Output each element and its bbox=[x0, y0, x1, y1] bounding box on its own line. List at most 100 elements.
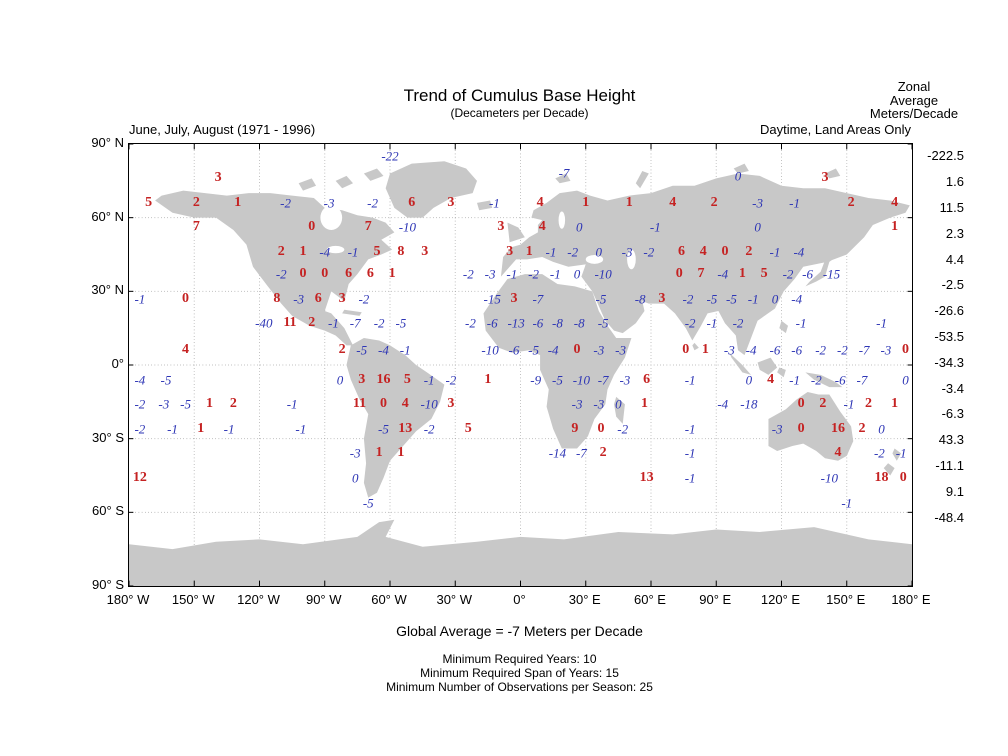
map-data-value: -8 bbox=[634, 291, 646, 307]
zonal-label-line-2: Average bbox=[889, 92, 939, 108]
map-data-value: 0 bbox=[321, 266, 329, 282]
map-data-value: -1 bbox=[545, 244, 557, 260]
map-data-value: -6 bbox=[834, 372, 846, 388]
map-data-value: -1 bbox=[895, 445, 907, 461]
map-data-value: 3 bbox=[358, 371, 366, 387]
x-axis-tick-label: 180° W bbox=[106, 592, 150, 607]
map-data-value: 0 bbox=[573, 266, 581, 282]
map-data-value: -5 bbox=[180, 396, 191, 412]
map-data-value: -10 bbox=[481, 342, 499, 358]
map-data-value: -7 bbox=[856, 372, 868, 388]
map-data-value: -6 bbox=[486, 315, 498, 331]
map-data-value: 6 bbox=[366, 266, 374, 282]
map-data-value: -2 bbox=[873, 445, 885, 461]
map-data-value: 1 bbox=[582, 194, 590, 210]
map-data-value: -2 bbox=[423, 421, 435, 437]
map-data-value: -4 bbox=[319, 244, 331, 260]
map-data-value: -1 bbox=[488, 195, 500, 211]
map-data-value: -4 bbox=[134, 372, 146, 388]
y-axis-tick-label: 30° N bbox=[91, 282, 124, 298]
map-data-value: 1 bbox=[388, 266, 396, 282]
map-data-value: 1 bbox=[525, 244, 533, 260]
map-data-value: 7 bbox=[697, 266, 705, 282]
scope-caption: Daytime, Land Areas Only bbox=[759, 122, 911, 137]
map-data-value: 4 bbox=[891, 194, 899, 210]
map-data-value: -3 bbox=[619, 372, 631, 388]
zonal-average-value: -11.1 bbox=[935, 458, 964, 473]
map-data-value: 2 bbox=[229, 396, 237, 412]
map-data-value: 4 bbox=[767, 371, 775, 387]
x-axis-tick-label: 0° bbox=[513, 592, 526, 607]
x-axis-tick-label: 150° E bbox=[826, 592, 866, 607]
map-data-value: -7 bbox=[558, 165, 570, 181]
y-axis-tick-label: 0° bbox=[111, 356, 124, 371]
map-data-value: -2 bbox=[134, 421, 146, 437]
map-data-value: -1 bbox=[167, 421, 178, 437]
map-data-value: -5 bbox=[378, 421, 389, 437]
map-data-value: 12 bbox=[132, 469, 147, 485]
x-axis-tick-label: 30° E bbox=[568, 592, 601, 607]
map-data-value: -1 bbox=[399, 342, 411, 358]
map-data-value: 3 bbox=[338, 290, 346, 306]
map-data-value: -1 bbox=[843, 396, 855, 412]
map-data-value: -4 bbox=[791, 291, 803, 307]
footer-note-3: Minimum Number of Observations per Seaso… bbox=[386, 680, 653, 694]
map-data-value: 1 bbox=[197, 420, 205, 436]
map-data-value: -1 bbox=[134, 291, 146, 307]
map-data-value: -2 bbox=[465, 315, 476, 331]
map-data-value: 2 bbox=[745, 244, 753, 260]
map-data-value: -13 bbox=[507, 315, 525, 331]
zonal-average-value: -34.3 bbox=[934, 354, 964, 370]
map-data-value: -2 bbox=[836, 342, 848, 358]
zonal-average-value: -53.5 bbox=[934, 329, 964, 344]
map-data-value: -1 bbox=[684, 470, 696, 486]
map-data-value: 0 bbox=[901, 342, 909, 358]
zonal-average-value: -26.6 bbox=[934, 303, 964, 319]
map-data-value: -4 bbox=[717, 396, 729, 412]
x-axis-tick-label: 180° E bbox=[891, 592, 931, 607]
map-data-value: 1 bbox=[625, 194, 633, 210]
map-data-value: -3 bbox=[723, 342, 735, 358]
map-data-value: 2 bbox=[308, 315, 316, 331]
y-axis-tick-label: 90° N bbox=[91, 135, 124, 150]
x-axis-tick-label: 150° W bbox=[171, 592, 215, 607]
map-data-value: 4 bbox=[401, 396, 409, 412]
y-axis-tick-label: 60° N bbox=[91, 208, 124, 224]
map-data-value: -5 bbox=[706, 291, 718, 307]
map-data-value: -3 bbox=[484, 266, 496, 282]
world-map bbox=[129, 144, 912, 586]
y-axis-tick-label: 30° S bbox=[92, 429, 124, 445]
x-axis-tick-label: 120° E bbox=[760, 592, 801, 607]
map-plot: -22 3 -7 0 3 5 2 1 -2 -3 -2 6 3 -1 4 1 1 4 2 -3 -1 2 4 7 0 7 -10 3 4… bbox=[128, 143, 913, 587]
map-data-value: -7 bbox=[349, 315, 361, 331]
map-data-value: -1 bbox=[684, 421, 696, 437]
zonal-average-axis-label: Zonal Average Meters/Decade bbox=[858, 80, 970, 121]
map-data-value: -6 bbox=[532, 315, 544, 331]
map-data-value: 5 bbox=[373, 244, 381, 260]
map-data-value: 3 bbox=[510, 290, 518, 306]
map-data-value: 6 bbox=[408, 194, 416, 210]
map-data-value: 0 bbox=[573, 342, 581, 358]
map-data-value: 0 bbox=[595, 244, 603, 260]
map-data-value: -2 bbox=[782, 266, 794, 282]
map-data-value: 1 bbox=[397, 445, 405, 461]
map-data-value: 0 bbox=[797, 420, 805, 436]
map-data-value: 5 bbox=[403, 371, 411, 387]
map-data-value: -3 bbox=[593, 342, 605, 358]
map-data-value: -10 bbox=[398, 219, 417, 235]
zonal-average-value: 2.3 bbox=[945, 225, 964, 241]
map-data-value: 6 bbox=[314, 290, 322, 306]
map-data-value: -1 bbox=[747, 291, 759, 307]
map-data-value: -2 bbox=[643, 244, 655, 260]
map-data-value: 0 bbox=[379, 396, 387, 412]
data-values-layer: -22 3 -7 0 3 5 2 1 -2 -3 -2 6 3 -1 4 1 1 4 2 -3 -1 2 4 7 0 7 -10 3 4… bbox=[129, 144, 912, 586]
map-data-value: 1 bbox=[234, 194, 242, 210]
map-data-value: -1 bbox=[789, 372, 800, 388]
map-data-value: -2 bbox=[358, 291, 370, 307]
map-data-value: -2 bbox=[134, 396, 146, 412]
zonal-average-value: 1.6 bbox=[945, 174, 964, 190]
map-data-value: -3 bbox=[771, 421, 783, 437]
map-data-value: -9 bbox=[530, 372, 542, 388]
map-data-value: -22 bbox=[381, 148, 399, 164]
